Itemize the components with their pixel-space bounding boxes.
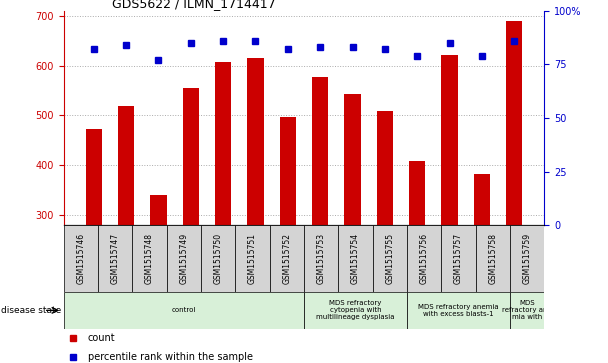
Bar	[64, 292, 304, 329]
Bar	[377, 111, 393, 225]
Bar	[407, 225, 441, 292]
Text: GSM1515746: GSM1515746	[77, 233, 86, 284]
Bar	[474, 174, 490, 225]
Text: GSM1515752: GSM1515752	[282, 233, 291, 284]
Bar	[510, 292, 544, 329]
Text: GSM1515748: GSM1515748	[145, 233, 154, 284]
Bar	[167, 225, 201, 292]
Bar	[344, 94, 361, 225]
Text: GSM1515749: GSM1515749	[179, 233, 188, 284]
Text: GSM1515754: GSM1515754	[351, 233, 360, 284]
Bar	[441, 55, 458, 225]
Bar	[373, 225, 407, 292]
Bar	[133, 225, 167, 292]
Text: GSM1515757: GSM1515757	[454, 233, 463, 284]
Bar	[86, 130, 102, 225]
Text: percentile rank within the sample: percentile rank within the sample	[88, 352, 253, 362]
Bar	[118, 106, 134, 225]
Text: count: count	[88, 333, 116, 343]
Text: MDS refractory anemia
with excess blasts-1: MDS refractory anemia with excess blasts…	[418, 304, 499, 317]
Bar	[201, 225, 235, 292]
Text: disease state: disease state	[1, 306, 61, 315]
Text: MDS refractory
cytopenia with
multilineage dysplasia: MDS refractory cytopenia with multilinea…	[316, 300, 395, 321]
Bar	[407, 292, 510, 329]
Bar	[150, 195, 167, 225]
Bar	[312, 77, 328, 225]
Bar	[506, 21, 522, 225]
Bar	[247, 58, 264, 225]
Text: GDS5622 / ILMN_1714417: GDS5622 / ILMN_1714417	[112, 0, 275, 10]
Bar	[235, 225, 270, 292]
Bar	[475, 225, 510, 292]
Bar	[280, 118, 296, 225]
Text: GSM1515750: GSM1515750	[214, 233, 223, 284]
Text: GSM1515747: GSM1515747	[111, 233, 120, 284]
Bar	[510, 225, 544, 292]
Bar	[304, 292, 407, 329]
Bar	[304, 225, 338, 292]
Text: GSM1515751: GSM1515751	[248, 233, 257, 284]
Bar	[441, 225, 475, 292]
Text: GSM1515753: GSM1515753	[317, 233, 326, 284]
Text: MDS
refractory ane
mia with: MDS refractory ane mia with	[502, 300, 552, 321]
Text: control: control	[171, 307, 196, 313]
Bar	[409, 161, 425, 225]
Text: GSM1515759: GSM1515759	[522, 233, 531, 284]
Bar	[215, 62, 231, 225]
Bar	[183, 88, 199, 225]
Bar	[64, 225, 98, 292]
Bar	[270, 225, 304, 292]
Text: GSM1515755: GSM1515755	[385, 233, 394, 284]
Text: GSM1515756: GSM1515756	[420, 233, 429, 284]
Text: GSM1515758: GSM1515758	[488, 233, 497, 284]
Bar	[98, 225, 133, 292]
Bar	[338, 225, 373, 292]
